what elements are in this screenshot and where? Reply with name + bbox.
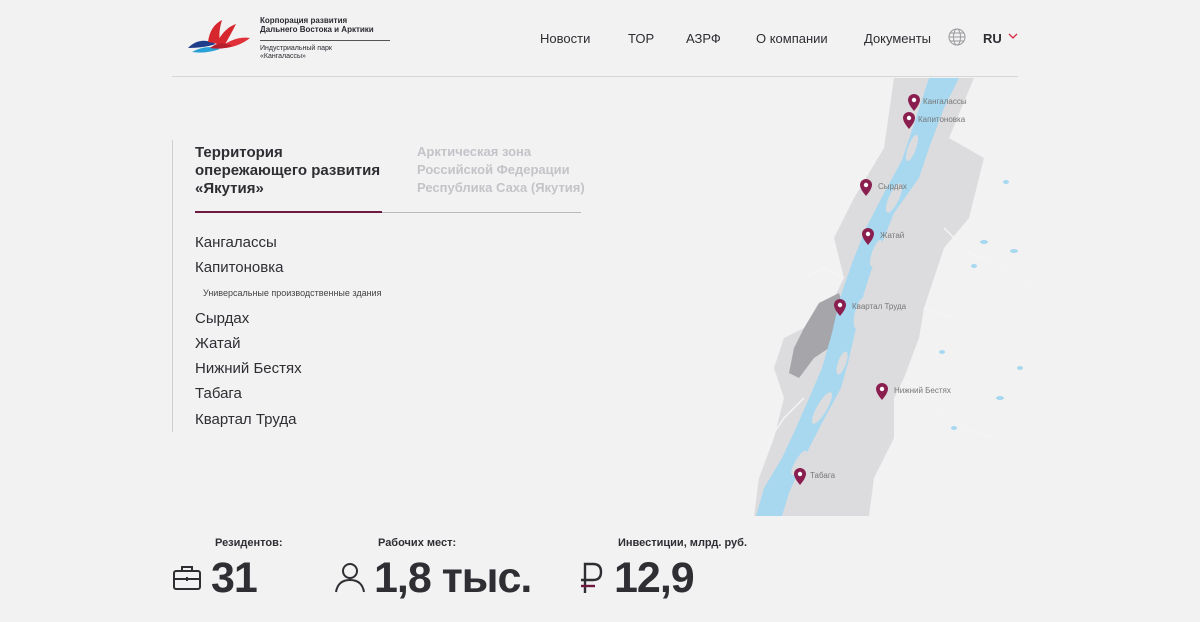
header: Корпорация развития Дальнего Востока и А… (172, 0, 1018, 77)
stat-invest-value: 12,9 (614, 554, 695, 602)
panel-divider (172, 140, 173, 432)
map-pin-label: Кангалассы (923, 97, 967, 106)
nav-tor[interactable]: ТОР (628, 31, 655, 46)
map-pin-label: Квартал Труда (852, 302, 907, 311)
map-pin-label: Табага (810, 471, 836, 480)
site-kapitonovka[interactable]: Капитоновка (195, 259, 284, 276)
site-syrdakh[interactable]: Сырдах (195, 310, 250, 327)
ruble-icon (581, 562, 603, 593)
map-pin-label: Капитоновка (918, 115, 966, 124)
site-nizhny-bestyakh[interactable]: Нижний Бестях (195, 360, 302, 377)
map-islands (791, 134, 919, 476)
map-lakes (939, 180, 1023, 430)
stat-invest-label: Инвестиции, млрд. руб. (618, 537, 748, 549)
stat-jobs-value: 1,8 тыс. (374, 554, 532, 602)
map-river (756, 78, 959, 516)
language-selector[interactable]: RU (983, 31, 1002, 46)
site-kvartal-truda[interactable]: Квартал Труда (195, 411, 297, 428)
logo-subtitle: Индустриальный парк «Кангалассы» (260, 45, 332, 60)
nav-azrf[interactable]: АЗРФ (686, 31, 721, 46)
map-pin-syrdakh[interactable]: Сырдах (860, 179, 907, 196)
map-pin-kangalassy[interactable]: Кангалассы (908, 94, 967, 111)
map-pin-nizhny-bestyakh[interactable]: Нижний Бестях (876, 383, 951, 400)
stat-residents-label: Резидентов: (215, 537, 283, 549)
nav-news[interactable]: Новости (540, 31, 591, 46)
map-pin-kapitonovka[interactable]: Капитоновка (903, 112, 966, 129)
tabs-underline (195, 212, 581, 213)
map-pin-label: Сырдах (878, 182, 907, 191)
briefcase-icon (173, 566, 201, 590)
tab-tor-yakutia[interactable]: Территория опережающего развития «Якутия… (195, 144, 381, 197)
site-kangalassy[interactable]: Кангалассы (195, 234, 277, 251)
nav-about[interactable]: О компании (756, 31, 828, 46)
map-pin-zhatai[interactable]: Жатай (862, 228, 904, 245)
map-pin-tabaga[interactable]: Табага (794, 468, 836, 485)
tab-active-indicator (195, 211, 382, 213)
person-icon (335, 563, 365, 593)
territory-map: Кангалассы Капитоновка Сырдах Жатай Квар… (754, 78, 1035, 516)
tab-arctic-zone[interactable]: Арктическая зона Российской Федерации Ре… (417, 144, 585, 195)
stat-jobs-label: Рабочих мест: (378, 537, 457, 549)
map-city (789, 293, 844, 378)
logo-divider (260, 40, 390, 41)
stat-residents-value: 31 (211, 554, 258, 602)
map-roads (763, 227, 1035, 449)
lotus-logo-icon (188, 20, 250, 53)
nav-documents[interactable]: Документы (864, 31, 932, 46)
map-pin-label: Жатай (880, 231, 904, 240)
site-tabaga[interactable]: Табага (195, 385, 242, 402)
site-zhatai[interactable]: Жатай (195, 335, 241, 352)
map-pin-label: Нижний Бестях (894, 386, 951, 395)
globe-icon[interactable] (948, 28, 966, 46)
logo[interactable]: Корпорация развития Дальнего Востока и А… (186, 14, 396, 64)
site-kapitonovka-sub[interactable]: Универсальные производственные здания (203, 288, 382, 298)
logo-title: Корпорация развития Дальнего Востока и А… (260, 16, 374, 34)
chevron-down-icon[interactable] (1007, 31, 1019, 41)
map-pin-kvartal-truda[interactable]: Квартал Труда (834, 299, 907, 316)
